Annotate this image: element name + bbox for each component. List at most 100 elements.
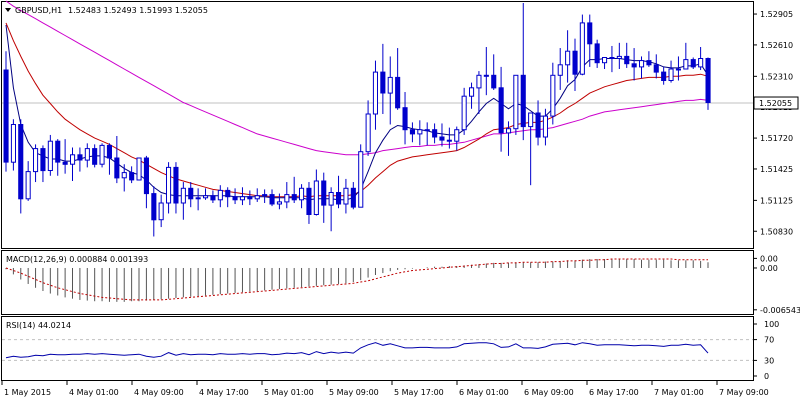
candle-body[interactable] <box>262 194 268 197</box>
candle-body[interactable] <box>417 129 423 135</box>
candle-body[interactable] <box>254 195 260 200</box>
candle-body[interactable] <box>675 68 682 71</box>
candle-body[interactable] <box>506 128 512 134</box>
candle-body[interactable] <box>321 180 327 206</box>
price-panel[interactable] <box>1 1 754 249</box>
candle-body[interactable] <box>690 59 696 68</box>
candle-body[interactable] <box>668 68 674 81</box>
candle-body[interactable] <box>683 59 689 70</box>
candle-body[interactable] <box>25 171 31 200</box>
candle-body[interactable] <box>313 180 319 215</box>
candle-body[interactable] <box>446 139 452 142</box>
candle-body[interactable] <box>587 22 593 45</box>
candle-body[interactable] <box>372 71 378 115</box>
candle-body[interactable] <box>661 71 667 81</box>
candle-body[interactable] <box>550 74 556 117</box>
candle-body[interactable] <box>557 64 563 76</box>
candle-body[interactable] <box>520 74 526 128</box>
dropdown-triangle-icon[interactable] <box>5 8 11 12</box>
candle-body[interactable] <box>217 189 223 201</box>
candle-body[interactable] <box>55 140 61 163</box>
candle-body[interactable] <box>129 172 135 181</box>
candle-body[interactable] <box>395 76 401 109</box>
candle-body[interactable] <box>609 57 615 59</box>
candle-body[interactable] <box>114 157 120 179</box>
candle-body[interactable] <box>350 187 356 208</box>
candle-body[interactable] <box>498 87 504 134</box>
candle-body[interactable] <box>572 50 578 75</box>
candle-body[interactable] <box>409 129 415 135</box>
candle-body[interactable] <box>594 43 600 64</box>
candle-body[interactable] <box>247 196 253 200</box>
candle-body[interactable] <box>358 151 364 208</box>
candle-body[interactable] <box>513 74 519 130</box>
candle-body[interactable] <box>151 193 157 221</box>
candle-body[interactable] <box>705 58 711 103</box>
candle-body[interactable] <box>269 194 275 205</box>
candle-body[interactable] <box>62 161 68 165</box>
candle-body[interactable] <box>99 144 105 165</box>
candle-body[interactable] <box>77 154 83 161</box>
candle-body[interactable] <box>166 166 172 204</box>
candle-body[interactable] <box>646 60 652 66</box>
candle-body[interactable] <box>70 154 76 165</box>
candle-body[interactable] <box>306 187 312 216</box>
candle-body[interactable] <box>203 195 209 199</box>
candle-body[interactable] <box>47 140 53 171</box>
candle-body[interactable] <box>542 115 549 138</box>
candle-body[interactable] <box>616 55 622 60</box>
candle-body[interactable] <box>380 71 386 94</box>
candle-body[interactable] <box>239 196 245 201</box>
candle-body[interactable] <box>476 74 482 89</box>
candle-body[interactable] <box>225 189 231 198</box>
candle-body[interactable] <box>639 60 645 68</box>
candle-body[interactable] <box>698 58 704 68</box>
candle-body[interactable] <box>461 95 467 131</box>
candle-body[interactable] <box>173 166 179 204</box>
candle-body[interactable] <box>602 57 608 64</box>
macd-panel[interactable] <box>1 250 754 315</box>
candle-body[interactable] <box>336 192 342 205</box>
candle-body[interactable] <box>469 87 475 97</box>
candle-body[interactable] <box>195 197 201 200</box>
candle-body[interactable] <box>10 124 16 163</box>
candle-body[interactable] <box>491 74 497 89</box>
candle-body[interactable] <box>565 50 571 66</box>
candle-body[interactable] <box>92 148 98 165</box>
candle-body[interactable] <box>188 187 194 200</box>
candle-body[interactable] <box>106 144 113 159</box>
candle-body[interactable] <box>454 129 460 142</box>
candle-body[interactable] <box>343 187 349 205</box>
candle-body[interactable] <box>3 69 9 163</box>
candle-body[interactable] <box>624 55 630 65</box>
candle-body[interactable] <box>299 187 305 201</box>
candle-body[interactable] <box>631 63 637 68</box>
rsi-panel[interactable] <box>1 316 754 381</box>
candle-body[interactable] <box>579 22 585 75</box>
candle-body[interactable] <box>291 194 297 201</box>
candle-body[interactable] <box>143 157 149 195</box>
candle-body[interactable] <box>232 196 238 201</box>
candle-body[interactable] <box>528 112 534 128</box>
candle-body[interactable] <box>158 202 164 221</box>
candle-body[interactable] <box>121 172 127 179</box>
candle-body[interactable] <box>439 136 445 141</box>
candle-body[interactable] <box>180 187 186 204</box>
candle-body[interactable] <box>387 76 393 94</box>
candle-body[interactable] <box>432 129 438 138</box>
candle-body[interactable] <box>210 195 216 201</box>
candle-body[interactable] <box>40 148 46 172</box>
candle-body[interactable] <box>424 129 430 132</box>
candle-body[interactable] <box>284 194 290 203</box>
candle-body[interactable] <box>136 157 142 181</box>
candle-body[interactable] <box>535 112 541 138</box>
candle-body[interactable] <box>365 113 371 153</box>
candle-body[interactable] <box>402 107 408 131</box>
candle-body[interactable] <box>276 201 282 205</box>
candle-body[interactable] <box>653 64 659 73</box>
candle-body[interactable] <box>483 74 489 77</box>
candle-body[interactable] <box>33 148 39 173</box>
candle-body[interactable] <box>84 148 90 161</box>
candle-body[interactable] <box>328 192 334 206</box>
